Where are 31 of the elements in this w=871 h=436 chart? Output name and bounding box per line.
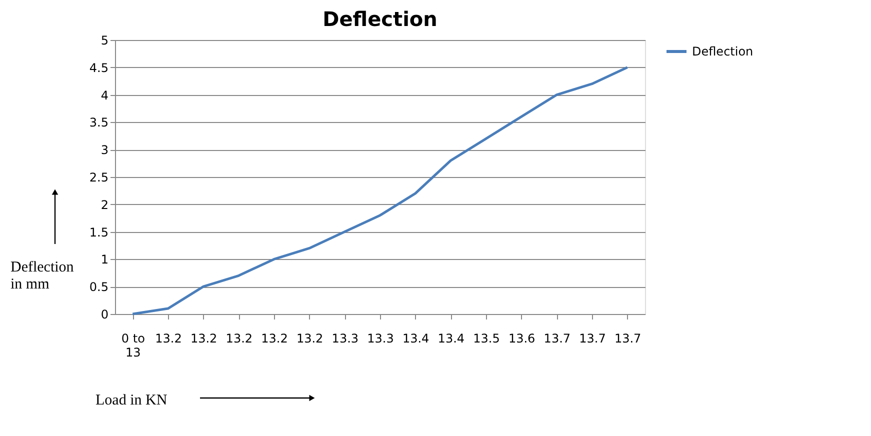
x-axis-title: Load in KN [96, 392, 168, 408]
x-tick-label: 13.2 [226, 332, 253, 346]
x-tick-label: 13.4 [402, 332, 430, 346]
y-tick-label: 4.5 [89, 60, 108, 75]
x-tick-label: 13.3 [367, 332, 394, 346]
x-tick-label: 13.6 [508, 332, 536, 346]
y-tick-label: 4 [100, 88, 108, 102]
chart-title: Deflection [322, 7, 438, 31]
x-tick-label: 13.3 [332, 332, 359, 346]
y-axis-title: Deflection in mm [10, 260, 74, 292]
x-tick-label: 13.4 [438, 332, 465, 346]
line-series [131, 66, 629, 316]
x-tick-label: 13.2 [296, 332, 324, 346]
legend-label: Deflection [692, 44, 754, 58]
y-tick-label: 2 [100, 198, 108, 212]
x-tick-label: 0 to 13 [121, 332, 145, 360]
x-tick-label: 13.7 [614, 332, 642, 346]
y-tick-label: 0 [100, 308, 108, 322]
x-tick-label: 13.7 [579, 332, 606, 346]
y-tick-label: 1.5 [89, 225, 108, 240]
y-tick-label: 2.5 [89, 170, 108, 184]
y-tick-label: 3 [100, 143, 108, 158]
y-tick-label: 0.5 [89, 280, 108, 294]
y-tick-label: 5 [100, 34, 108, 48]
x-tick-label: 13.5 [473, 332, 500, 346]
y-tick-label: 1 [100, 252, 108, 267]
x-tick-label: 13.7 [544, 332, 571, 346]
y-tick-label: 3.5 [89, 116, 108, 130]
x-tick-label: 13.2 [155, 332, 182, 346]
x-tick-label: 13.2 [190, 332, 218, 346]
x-tick-label: 13.2 [261, 332, 288, 346]
